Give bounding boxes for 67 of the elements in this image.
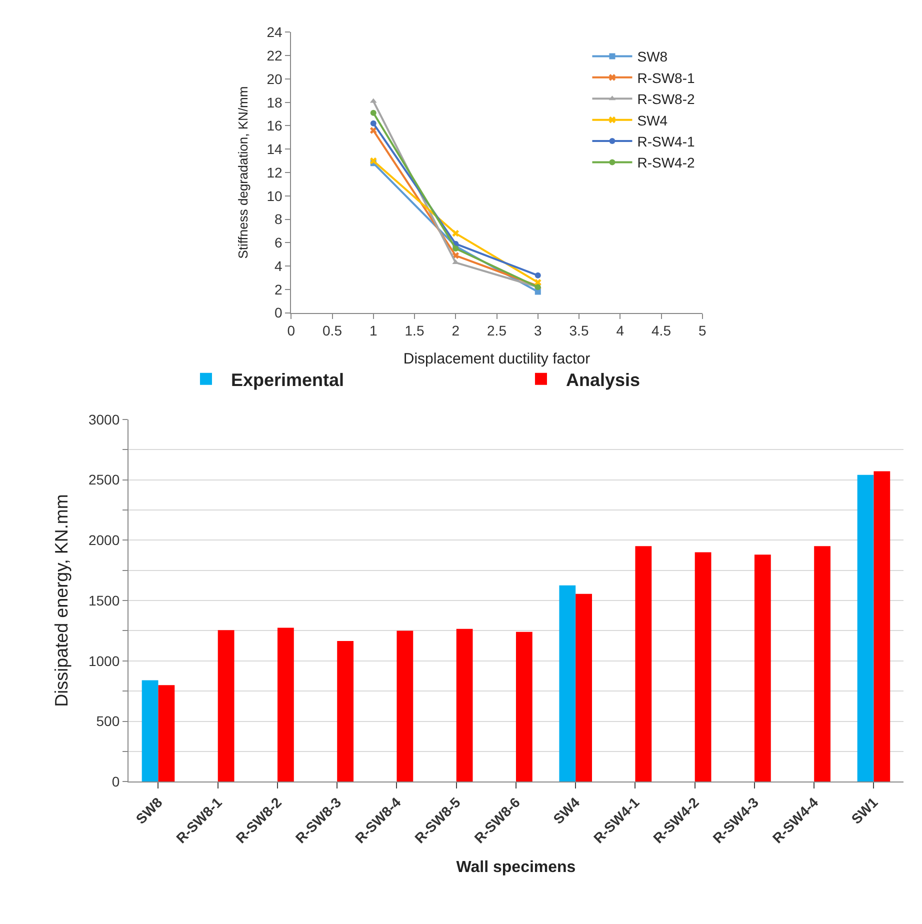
bar [754, 554, 771, 782]
legend-label: Analysis [566, 370, 640, 390]
legend-label: SW8 [637, 48, 668, 65]
bar [874, 471, 890, 782]
point [370, 110, 376, 116]
y-axis-title: Stiffness degradation, KN/mm [236, 86, 251, 259]
legend-label: Experimental [230, 370, 344, 390]
x-tick-label: 5 [698, 322, 706, 339]
y-tick-label: 0 [274, 304, 283, 321]
bar [516, 632, 532, 782]
x-tick-label: 2 [452, 322, 460, 339]
bar [396, 630, 414, 782]
legend-label: R-SW8-1 [637, 70, 696, 86]
y-tick-label: 10 [266, 188, 283, 204]
x-tick-label: 0.5 [322, 322, 342, 339]
y-tick-label: 500 [96, 713, 120, 730]
x-tick-label: 3.5 [569, 322, 589, 339]
y-tick-label: 6 [274, 234, 283, 251]
y-tick-label: 22 [266, 47, 283, 64]
x-tick-label: 1 [369, 322, 378, 339]
y-tick-label: 14 [266, 141, 283, 158]
legend-label: R-SW4-2 [637, 154, 696, 171]
x-axis-title: Displacement ductility factor [403, 350, 590, 368]
bar [814, 546, 830, 782]
x-tick-label: 0 [287, 322, 296, 339]
y-tick-label: 0 [112, 774, 120, 790]
bar [142, 680, 158, 782]
point [370, 157, 377, 164]
legend-label: R-SW4-1 [637, 133, 696, 150]
bar [337, 640, 354, 782]
point [534, 288, 541, 295]
y-tick-label: 3000 [88, 411, 120, 428]
y-tick-label: 2000 [88, 532, 120, 548]
point [452, 230, 460, 237]
y-axis-title: Dissipated energy, KN.mm [52, 494, 72, 707]
x-axis-title: Wall specimens [456, 858, 576, 876]
point [452, 246, 459, 252]
point [534, 272, 541, 278]
y-tick-label: 24 [266, 24, 283, 40]
bar [857, 474, 874, 782]
y-tick-label: 18 [266, 94, 283, 110]
y-tick-label: 1500 [88, 592, 120, 608]
bar [277, 628, 294, 782]
bar [635, 546, 652, 782]
y-tick-label: 1000 [88, 652, 120, 669]
point [370, 120, 376, 126]
y-tick-label: 8 [274, 211, 283, 228]
bar [158, 685, 175, 782]
x-tick-label: 3 [534, 322, 542, 339]
y-tick-label: 2500 [88, 472, 120, 488]
legend-label: SW4 [637, 112, 668, 128]
bar [559, 585, 576, 782]
bar [576, 594, 592, 782]
x-tick-label: 1.5 [404, 322, 424, 339]
point [370, 127, 377, 134]
bar [218, 630, 234, 782]
y-tick-label: 4 [274, 258, 283, 274]
bar [694, 552, 712, 782]
x-tick-label: 2.5 [487, 322, 507, 339]
legend-label: R-SW8-2 [637, 91, 696, 108]
x-tick-label: 4.5 [652, 322, 672, 339]
y-tick-label: 2 [274, 281, 283, 298]
y-tick-label: 12 [266, 164, 283, 180]
bar [456, 628, 473, 782]
y-tick-label: 16 [266, 118, 283, 134]
y-tick-label: 20 [266, 70, 283, 87]
x-tick-label: 4 [616, 322, 624, 339]
